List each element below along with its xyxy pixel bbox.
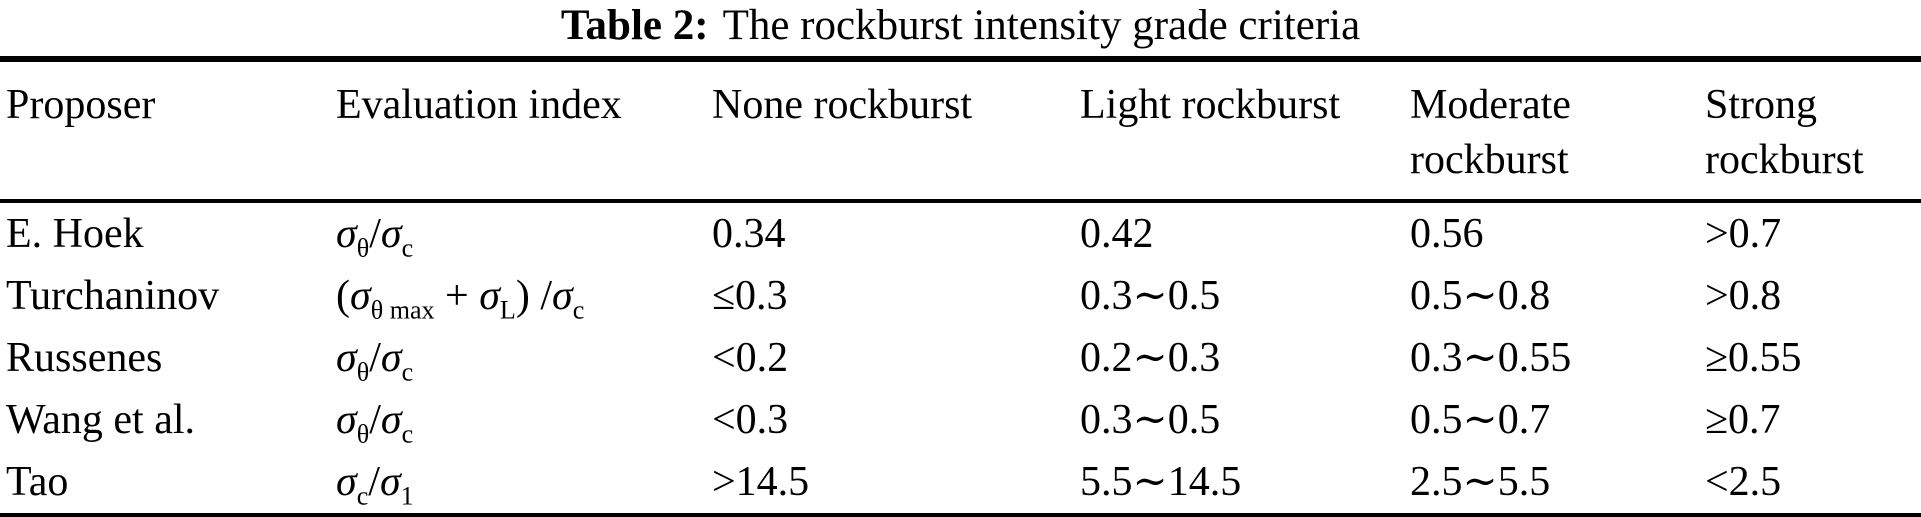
cell-proposer: Turchaninov [6, 272, 220, 319]
table-row: Russenes σθ/σc <0.2 0.2∼0.3 0.3∼0.55 ≥0.… [0, 327, 1921, 389]
cell-none-value: <0.3 [712, 396, 789, 443]
header-proposer: Proposer [0, 59, 336, 203]
cell-strong-value: >0.7 [1705, 210, 1782, 257]
cell-strong-value: ≥0.55 [1705, 334, 1802, 381]
cell-proposer: E. Hoek [6, 210, 144, 257]
cell-moderate-value: 0.3∼0.55 [1410, 334, 1572, 381]
table-row: Turchaninov (σθ max + σL) /σc ≤0.3 0.3∼0… [0, 265, 1921, 327]
cell-proposer: Russenes [6, 334, 163, 381]
table-row: Tao σc/σ1 >14.5 5.5∼14.5 2.5∼5.5 <2.5 [0, 451, 1921, 515]
cell-strong-value: <2.5 [1705, 458, 1782, 505]
cell-light-value: 5.5∼14.5 [1080, 458, 1242, 505]
cell-evaluation-index: (σθ max + σL) /σc [336, 272, 585, 325]
table-caption-text: The rockburst intensity grade criteria [722, 2, 1361, 49]
cell-evaluation-index: σθ/σc [336, 334, 414, 387]
cell-light-value: 0.2∼0.3 [1080, 334, 1221, 381]
table-row: Wang et al. σθ/σc <0.3 0.3∼0.5 0.5∼0.7 ≥… [0, 389, 1921, 451]
cell-none-value: <0.2 [712, 334, 789, 381]
cell-evaluation-index: σθ/σc [336, 210, 414, 263]
cell-strong-value: >0.8 [1705, 272, 1782, 319]
cell-none-value: 0.34 [712, 210, 786, 257]
header-evaluation-index: Evaluation index [336, 59, 712, 203]
cell-evaluation-index: σθ/σc [336, 396, 414, 449]
table-caption-number: Table 2: [560, 2, 709, 49]
table-row: E. Hoek σθ/σc 0.34 0.42 0.56 >0.7 [0, 201, 1921, 265]
cell-evaluation-index: σc/σ1 [336, 458, 414, 511]
header-row: Proposer Evaluation index None rockburst… [0, 59, 1921, 203]
cell-strong-value: ≥0.7 [1705, 396, 1781, 443]
header-moderate-rockburst: Moderate rockburst [1410, 59, 1705, 203]
header-strong-rockburst: Strong rockburst [1705, 59, 1921, 203]
cell-light-value: 0.3∼0.5 [1080, 272, 1221, 319]
rockburst-criteria-table: Proposer Evaluation index None rockburst… [0, 56, 1921, 517]
cell-moderate-value: 0.5∼0.7 [1410, 396, 1551, 443]
cell-moderate-value: 2.5∼5.5 [1410, 458, 1551, 505]
cell-light-value: 0.42 [1080, 210, 1154, 257]
cell-light-value: 0.3∼0.5 [1080, 396, 1221, 443]
table-caption: Table 2: The rockburst intensity grade cr… [0, 0, 1921, 56]
cell-none-value: ≤0.3 [712, 272, 788, 319]
cell-moderate-value: 0.5∼0.8 [1410, 272, 1551, 319]
cell-none-value: >14.5 [712, 458, 810, 505]
header-none-rockburst: None rockburst [712, 59, 1080, 203]
cell-moderate-value: 0.56 [1410, 210, 1484, 257]
cell-proposer: Wang et al. [6, 396, 196, 443]
cell-proposer: Tao [6, 458, 69, 505]
header-light-rockburst: Light rockburst [1080, 59, 1410, 203]
